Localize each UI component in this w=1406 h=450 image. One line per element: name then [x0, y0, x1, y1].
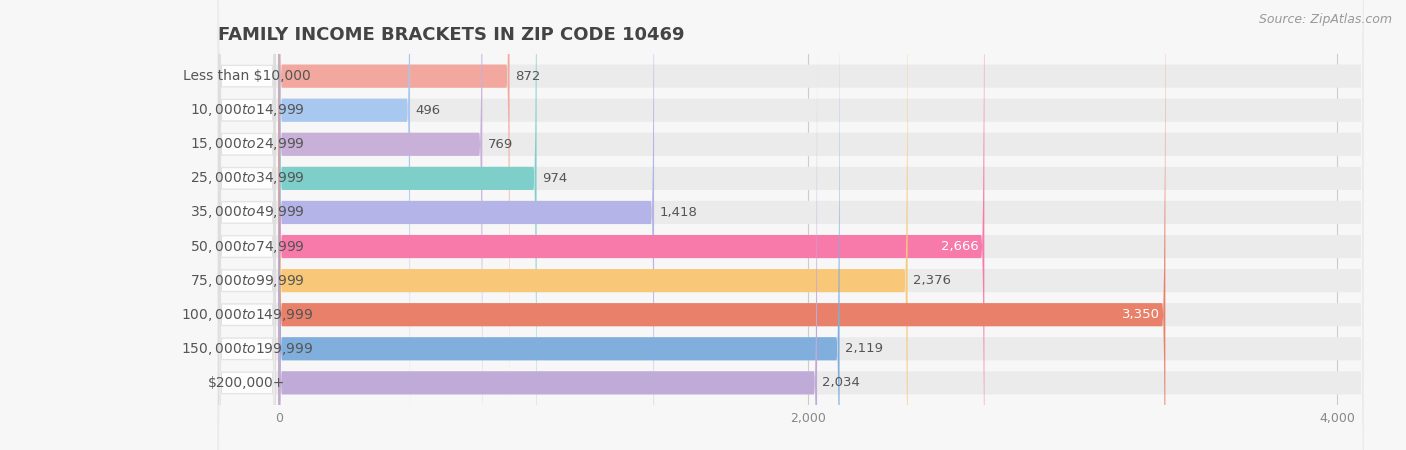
Text: 2,119: 2,119 — [845, 342, 883, 355]
FancyBboxPatch shape — [278, 0, 817, 450]
FancyBboxPatch shape — [219, 0, 274, 450]
Text: 1,418: 1,418 — [659, 206, 697, 219]
FancyBboxPatch shape — [278, 0, 839, 450]
FancyBboxPatch shape — [219, 0, 274, 441]
FancyBboxPatch shape — [218, 0, 1364, 450]
Text: $200,000+: $200,000+ — [208, 376, 285, 390]
FancyBboxPatch shape — [219, 0, 274, 450]
FancyBboxPatch shape — [278, 0, 984, 450]
FancyBboxPatch shape — [219, 0, 274, 406]
FancyBboxPatch shape — [219, 0, 274, 450]
Text: $75,000 to $99,999: $75,000 to $99,999 — [190, 273, 305, 288]
FancyBboxPatch shape — [278, 0, 908, 450]
Text: 872: 872 — [515, 70, 540, 83]
Text: 2,034: 2,034 — [823, 376, 860, 389]
Text: 3,350: 3,350 — [1122, 308, 1160, 321]
FancyBboxPatch shape — [278, 0, 411, 450]
Text: $25,000 to $34,999: $25,000 to $34,999 — [190, 171, 305, 186]
FancyBboxPatch shape — [218, 0, 1364, 450]
FancyBboxPatch shape — [218, 0, 1364, 450]
FancyBboxPatch shape — [278, 0, 537, 450]
Text: $10,000 to $14,999: $10,000 to $14,999 — [190, 102, 305, 118]
Text: FAMILY INCOME BRACKETS IN ZIP CODE 10469: FAMILY INCOME BRACKETS IN ZIP CODE 10469 — [218, 26, 685, 44]
FancyBboxPatch shape — [218, 0, 1364, 450]
Text: $150,000 to $199,999: $150,000 to $199,999 — [181, 341, 314, 357]
FancyBboxPatch shape — [218, 0, 1364, 450]
Text: Source: ZipAtlas.com: Source: ZipAtlas.com — [1258, 14, 1392, 27]
Text: Less than $10,000: Less than $10,000 — [183, 69, 311, 83]
FancyBboxPatch shape — [218, 0, 1364, 450]
FancyBboxPatch shape — [218, 0, 1364, 450]
FancyBboxPatch shape — [278, 0, 654, 450]
Text: $15,000 to $24,999: $15,000 to $24,999 — [190, 136, 305, 152]
Text: $35,000 to $49,999: $35,000 to $49,999 — [190, 204, 305, 220]
Text: 496: 496 — [415, 104, 440, 117]
FancyBboxPatch shape — [218, 0, 1364, 450]
FancyBboxPatch shape — [278, 0, 1166, 450]
Text: 2,376: 2,376 — [912, 274, 950, 287]
FancyBboxPatch shape — [278, 0, 482, 450]
FancyBboxPatch shape — [219, 0, 274, 450]
FancyBboxPatch shape — [219, 53, 274, 450]
FancyBboxPatch shape — [218, 0, 1364, 450]
Text: $50,000 to $74,999: $50,000 to $74,999 — [190, 238, 305, 255]
Text: 974: 974 — [541, 172, 567, 185]
Text: 2,666: 2,666 — [941, 240, 979, 253]
FancyBboxPatch shape — [219, 0, 274, 450]
FancyBboxPatch shape — [219, 18, 274, 450]
FancyBboxPatch shape — [219, 0, 274, 450]
Text: 769: 769 — [488, 138, 513, 151]
Text: $100,000 to $149,999: $100,000 to $149,999 — [181, 307, 314, 323]
FancyBboxPatch shape — [218, 0, 1364, 450]
FancyBboxPatch shape — [278, 0, 509, 450]
